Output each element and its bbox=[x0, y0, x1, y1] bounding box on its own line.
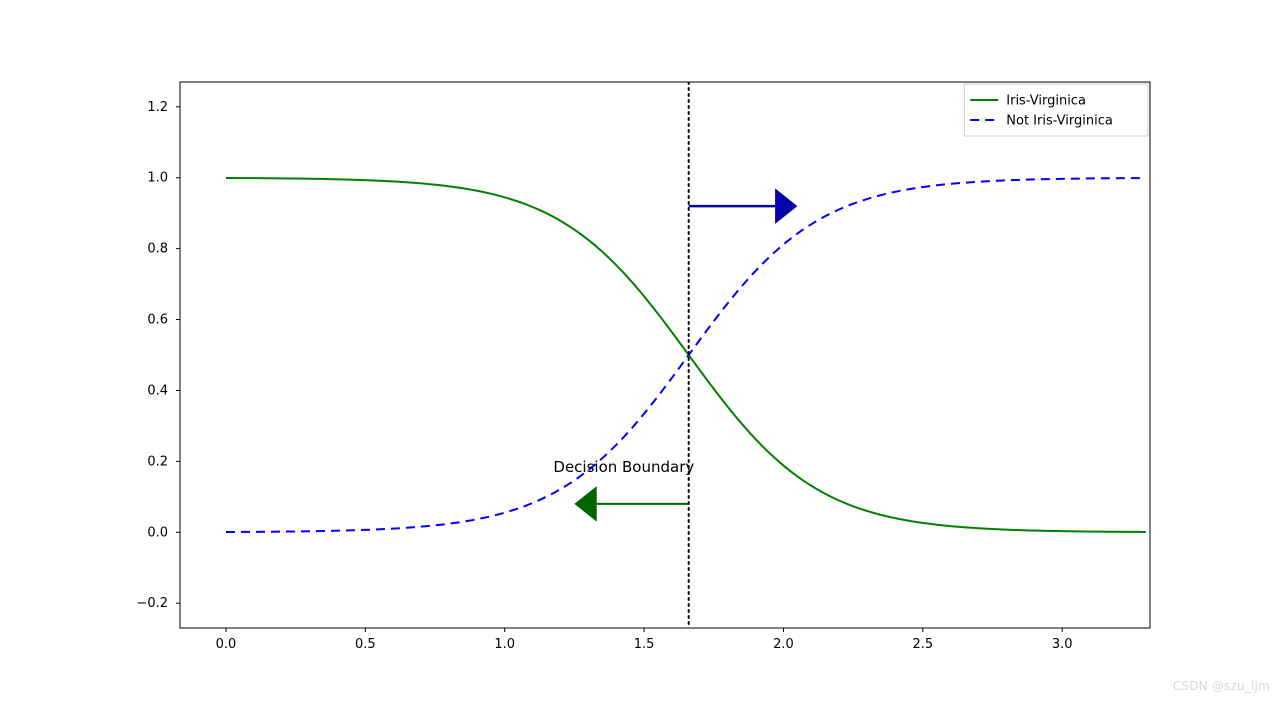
chart-figure: 0.0 0.5 1.0 1.5 2.0 2.5 3.0 −0.2 0.0 0.2 0.4 0.6 0.8… bbox=[0, 0, 1280, 697]
ytick-label: 1.0 bbox=[147, 171, 168, 186]
xtick-label: 1.5 bbox=[634, 637, 655, 652]
xtick-label: 0.0 bbox=[216, 637, 237, 652]
xtick-label: 2.5 bbox=[912, 637, 933, 652]
ytick-label: −0.2 bbox=[136, 596, 168, 611]
xtick-label: 0.5 bbox=[355, 637, 376, 652]
ytick-label: 0.0 bbox=[147, 525, 168, 540]
ytick-label: 0.6 bbox=[147, 313, 168, 328]
ytick-label: 0.2 bbox=[147, 454, 168, 469]
xtick-label: 2.0 bbox=[773, 637, 794, 652]
xtick-label: 1.0 bbox=[494, 637, 515, 652]
chart-svg: 0.0 0.5 1.0 1.5 2.0 2.5 3.0 −0.2 0.0 0.2 0.4 0.6 0.8… bbox=[0, 0, 1280, 697]
ytick-label: 0.8 bbox=[147, 242, 168, 257]
ytick-label: 1.2 bbox=[147, 100, 168, 115]
ytick-label: 0.4 bbox=[147, 383, 168, 398]
watermark-text: CSDN @szu_ljm bbox=[1173, 679, 1270, 693]
decision-boundary-label: Decision Boundary bbox=[553, 458, 694, 476]
legend-label: Not Iris-Virginica bbox=[1006, 114, 1113, 129]
xtick-label: 3.0 bbox=[1052, 637, 1073, 652]
legend-label: Iris-Virginica bbox=[1006, 94, 1086, 109]
